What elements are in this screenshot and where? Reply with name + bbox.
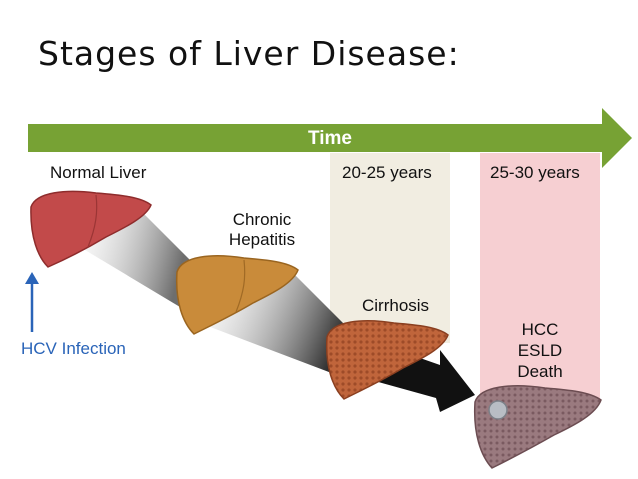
- band-label-20-25: 20-25 years: [342, 163, 432, 182]
- band-label-25-30: 25-30 years: [490, 163, 580, 182]
- chronic-hepatitis-liver-icon: [175, 255, 299, 335]
- end-stage-liver-icon: [473, 385, 602, 469]
- normal-liver-icon: [30, 190, 152, 268]
- label-chronic-hepatitis: Chronic Hepatitis: [222, 210, 302, 250]
- label-esld: ESLD: [517, 341, 563, 360]
- label-hcv-infection: HCV Infection: [21, 339, 126, 358]
- label-hcc: HCC: [521, 320, 559, 339]
- label-end-stage: HCC ESLD Death: [505, 319, 575, 382]
- band-20-25-years: [330, 153, 450, 343]
- label-chronic-line1: Chronic: [232, 210, 292, 229]
- time-label: Time: [307, 128, 352, 149]
- band-25-30-years: [480, 153, 600, 403]
- infection-up-arrow-icon: [25, 272, 39, 332]
- label-normal-liver: Normal Liver: [50, 163, 147, 182]
- label-cirrhosis: Cirrhosis: [362, 296, 430, 315]
- slide-title: Stages of Liver Disease:: [38, 34, 460, 73]
- cirrhosis-liver-icon: [325, 320, 449, 400]
- label-death: Death: [517, 362, 563, 381]
- label-chronic-line2: Hepatitis: [228, 230, 296, 249]
- time-arrow: [28, 108, 632, 168]
